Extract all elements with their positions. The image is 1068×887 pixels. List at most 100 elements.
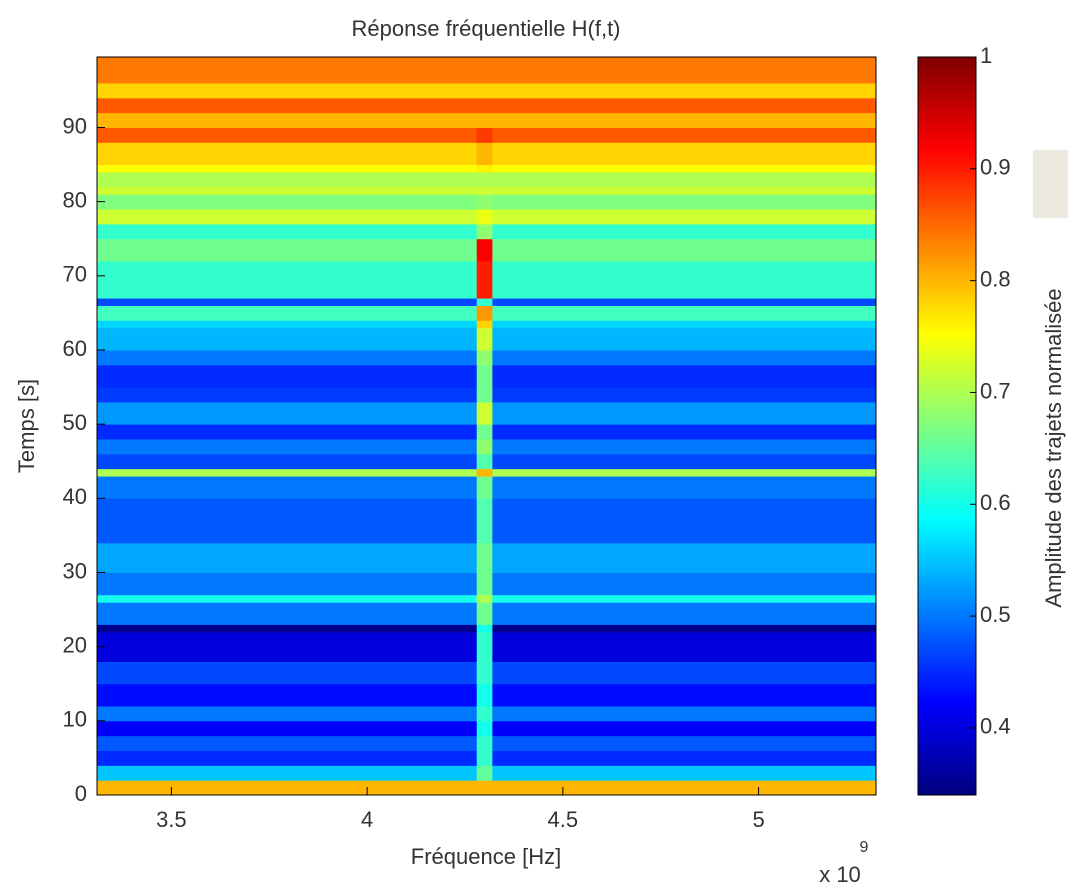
heatmap-cell — [476, 186, 493, 195]
heatmap-cell — [492, 260, 877, 299]
heatmap-cell — [97, 424, 478, 440]
heatmap-cell — [492, 438, 877, 455]
heatmap-cell — [97, 387, 478, 403]
heatmap-cell — [476, 424, 493, 440]
heatmap-cell — [492, 765, 877, 781]
heatmap-cell — [97, 498, 478, 544]
heatmap-cell — [476, 364, 493, 388]
heatmap-cell — [492, 209, 877, 225]
heatmap-cell — [97, 364, 478, 388]
heatmap-cell — [476, 735, 493, 751]
heatmap-cell — [492, 349, 877, 366]
heatmap-cell — [97, 82, 478, 99]
heatmap-cell — [492, 327, 877, 351]
heatmap-cell — [492, 624, 877, 633]
heatmap-cell — [476, 401, 493, 425]
colorbar-tick-label: 1 — [980, 43, 992, 68]
heatmap-cell — [492, 364, 877, 388]
heatmap-cell — [492, 750, 877, 766]
heatmap-cell — [492, 424, 877, 440]
heatmap-cell — [97, 209, 478, 225]
heatmap-cell — [476, 82, 493, 99]
heatmap-cell — [492, 720, 877, 737]
heatmap-cell — [492, 468, 877, 477]
heatmap-cell — [492, 223, 877, 240]
heatmap-cell — [97, 765, 478, 781]
colorbar-tick-label: 0.5 — [980, 602, 1011, 627]
heatmap-cell — [97, 171, 478, 188]
heatmap-cell — [97, 572, 478, 596]
heatmap-cell — [97, 705, 478, 722]
heatmap-cell — [492, 142, 877, 166]
heatmap-cell — [476, 387, 493, 403]
heatmap-cell — [492, 602, 877, 625]
heatmap-cell — [492, 320, 877, 329]
heatmap-cell — [492, 572, 877, 596]
heatmap-cell — [97, 186, 478, 195]
heatmap-cell — [476, 164, 493, 173]
heatmap-cell — [476, 298, 493, 306]
x-tick-label: 4 — [361, 807, 373, 832]
y-tick-label: 30 — [63, 558, 87, 583]
heatmap-cell — [97, 624, 478, 633]
heatmap-cell — [476, 661, 493, 685]
y-tick-label: 0 — [75, 781, 87, 806]
heatmap-cell — [476, 127, 493, 143]
colorbar-tick-label: 0.9 — [980, 155, 1011, 180]
heatmap-cell — [492, 305, 877, 321]
heatmap-cell — [492, 498, 877, 544]
heatmap-cell — [476, 142, 493, 166]
colorbar-label: Amplitude des trajets normalisée — [1041, 288, 1066, 607]
heatmap-cell — [492, 735, 877, 751]
heatmap-cell — [476, 238, 493, 262]
heatmap-cell — [97, 720, 478, 737]
heatmap-cell — [97, 661, 478, 685]
y-tick-label: 50 — [63, 410, 87, 435]
heatmap-cell — [476, 765, 493, 781]
y-tick-label: 60 — [63, 336, 87, 361]
heatmap-cell — [97, 602, 478, 625]
y-tick-label: 90 — [63, 113, 87, 138]
x-tick-label: 5 — [752, 807, 764, 832]
window-patch — [1033, 150, 1068, 218]
heatmap-cell — [492, 57, 877, 84]
x-offset-exponent: 9 — [860, 839, 869, 856]
heatmap-cell — [476, 705, 493, 722]
heatmap-cell — [476, 171, 493, 188]
heatmap-cell — [476, 320, 493, 329]
heatmap-cell — [97, 438, 478, 455]
heatmap-cell — [476, 602, 493, 625]
heatmap-cell — [97, 683, 478, 707]
heatmap-cell — [476, 349, 493, 366]
heatmap-cell — [492, 542, 877, 573]
x-tick-label: 4.5 — [548, 807, 579, 832]
heatmap-cell — [97, 735, 478, 751]
heatmap-cell — [492, 780, 877, 796]
heatmap-cell — [492, 171, 877, 188]
heatmap-cell — [476, 750, 493, 766]
heatmap-cell — [476, 780, 493, 796]
heatmap-cell — [492, 476, 877, 499]
heatmap-cell — [97, 750, 478, 766]
heatmap-cell — [476, 260, 493, 299]
heatmap-cell — [476, 572, 493, 596]
heatmap-cell — [97, 97, 478, 114]
heatmap-cell — [492, 112, 877, 128]
x-tick-label: 3.5 — [156, 807, 187, 832]
heatmap-cell — [476, 438, 493, 455]
heatmap-cell — [476, 468, 493, 477]
heatmap-cell — [97, 127, 478, 143]
heatmap-cell — [492, 594, 877, 603]
colorbar-tick-label: 0.7 — [980, 378, 1011, 403]
heatmap-cell — [476, 476, 493, 499]
heatmap-cell — [97, 298, 478, 306]
heatmap-cell — [492, 97, 877, 114]
heatmap-cell — [97, 260, 478, 299]
heatmap-cell — [492, 127, 877, 143]
heatmap-cell — [97, 594, 478, 603]
heatmap-cell — [97, 780, 478, 796]
heatmap-cell — [97, 542, 478, 573]
heatmap-cell — [97, 223, 478, 240]
heatmap-cell — [97, 112, 478, 128]
